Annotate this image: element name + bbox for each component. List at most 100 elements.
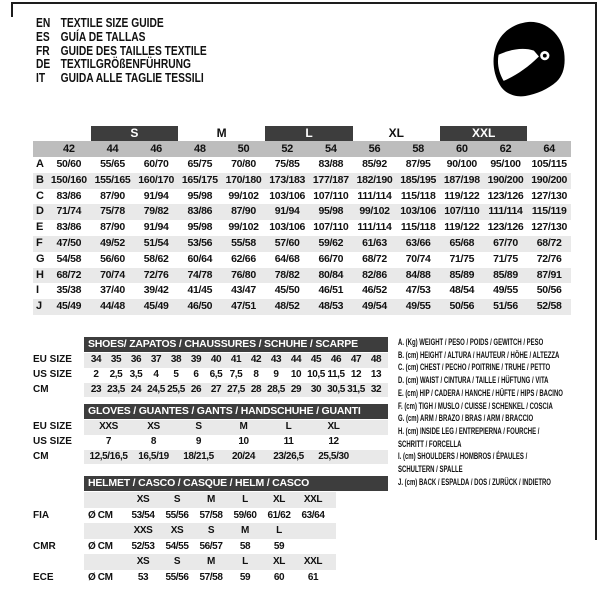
helmet-value: L [276,525,282,536]
visor-pivot-center [542,53,547,58]
gloves-table-row: CM 12,5/16,5 16,5/19 18/21,5 20/24 23/26,5 25… [33,449,388,465]
language-row: DE TEXTILGRÖßENFÜHRUNG [36,57,282,71]
legend-entry: J. (cm) BACK / ESPALDA / DOS / ZURÜCK / … [398,476,551,488]
measurement-row-letter: A [36,158,44,170]
measurement-value: 85/89 [449,268,475,281]
helmet-value: 53 [137,571,149,583]
helmet-value: 54/55 [165,540,189,552]
shoes-value: 46 [330,354,342,365]
helmet-value: S [173,494,181,505]
helmet-value [86,523,126,539]
shoes-value: 28 [250,383,262,395]
helmet-row-values: XS S M L XL XXL [84,492,336,508]
legend-entry: D. (cm) WAIST / CINTURA / TAILLE / HÜFTU… [398,375,549,387]
helmet-row-values: Ø CM 53/54 55/56 57/58 59/60 61/62 63/64 [84,508,336,524]
measurement-row: B 150/160 155/165 160/170 165/175 170/180 173… [33,172,571,189]
measurement-value: 150/160 [50,173,87,186]
measurement-value: 47/51 [231,300,256,313]
measurement-value: 39/42 [143,284,169,297]
measurement-value: 83/88 [318,158,344,170]
measurement-value: 49/54 [362,300,387,313]
shoes-value: 10,5 [307,368,325,380]
measurement-value: 115/118 [400,189,436,202]
gloves-value: 16,5/19 [138,450,169,462]
helmet-value: 59 [273,540,285,552]
measurement-value: 70/74 [405,252,431,265]
helmet-row-label: CMR [33,540,56,552]
gloves-value: 10 [238,435,249,447]
measurement-value: 115/119 [531,205,567,218]
gloves-value: M [239,421,248,432]
shoes-table-row: EU SIZE 34 35 36 37 38 39 40 41 42 43 44 45 46 47 48 [33,353,388,368]
language-code: FR [36,43,50,58]
measurement-value: 45/49 [143,300,169,313]
measurement-row-letter: D [36,205,44,218]
helmet-value: M [207,556,215,567]
gloves-value: 23/26,5 [273,450,304,462]
size-number: 60 [456,143,468,155]
helmet-size-table: HELMET / CASCO / CASQUE / HELM / CASCO X… [33,476,388,585]
legend-entry: G. (cm) ARM / BRAZO / BRAS / ARM / BRACC… [398,413,534,425]
helmet-value: 55/56 [165,509,189,521]
measurement-value: 37/40 [100,284,125,297]
measurement-value: 119/122 [444,189,480,202]
helmet-table-row: XS S M L XL XXL [33,492,388,508]
gloves-table-row: US SIZE 7 8 9 10 11 12 [33,435,388,450]
measurement-value: 111/114 [488,205,523,218]
size-number: 42 [63,143,75,155]
helmet-value: S [207,525,215,536]
measurement-value: 41/45 [187,284,213,297]
legend-entry: C. (cm) CHEST / PECHO / POITRINE / TRUHE… [398,362,551,374]
measurement-value: 99/102 [228,221,259,234]
size-number: 54 [325,143,337,155]
helmet-value [296,523,330,539]
shoes-value: 36 [130,354,142,365]
measurement-value: 58/62 [143,252,169,265]
language-code: ES [36,29,50,44]
language-row: ES GUÍA DE TALLAS [36,30,282,44]
measurement-value: 63/66 [405,236,431,249]
measurement-value: 190/200 [487,173,524,186]
measurement-value: 173/183 [269,173,306,186]
helmet-value: Ø CM [88,540,113,552]
measurement-row: H 68/72 70/74 72/76 74/78 76/80 78/82 80/84 82/… [33,267,571,284]
measurement-value: 76/80 [231,268,256,281]
size-number: 48 [194,143,206,155]
measurement-value: 48/54 [449,284,475,297]
shoes-value: 31,5 [347,383,365,395]
language-code: EN [36,15,51,30]
frame-border-left [11,2,13,17]
frame-border-top [11,2,597,4]
measurement-value: 87/90 [231,205,256,218]
shoes-value: 11,5 [327,368,345,380]
helmet-row-label: FIA [33,509,50,521]
measurement-value: 85/89 [493,268,518,281]
measurement-value: 185/195 [400,173,437,186]
measurement-value: 71/74 [56,205,82,218]
measurement-value: 78/82 [274,268,300,281]
helmet-value: 56/57 [199,540,223,552]
gloves-row-label: US SIZE [33,435,72,447]
measurement-value: 82/86 [362,268,387,281]
helmet-value: 60 [273,571,285,583]
measurement-value: 49/52 [100,236,125,249]
gloves-value: 8 [150,435,157,447]
shoes-value: 39 [190,354,202,365]
helmet-value [86,554,126,570]
measurement-value: 155/165 [94,173,131,186]
measurement-value: 72/76 [536,252,562,265]
shoes-value: 8 [253,368,259,380]
measurement-value: 70/80 [231,158,256,170]
helmet-value [296,539,330,555]
measurement-value: 65/75 [187,158,213,170]
measurement-value: 46/52 [362,284,387,297]
measurement-value: 95/98 [318,205,344,218]
shoes-value: 23 [90,383,102,395]
measurement-value: 50/56 [449,300,475,313]
helmet-row-values: XXS XS S M L [84,523,336,539]
measurement-value: 71/75 [449,252,475,265]
helmet-value: Ø CM [88,509,113,521]
helmet-row-values: Ø CM 52/53 54/55 56/57 58 59 [84,539,336,555]
measurement-value: 70/74 [100,268,125,281]
measurement-value: 123/126 [487,221,524,234]
